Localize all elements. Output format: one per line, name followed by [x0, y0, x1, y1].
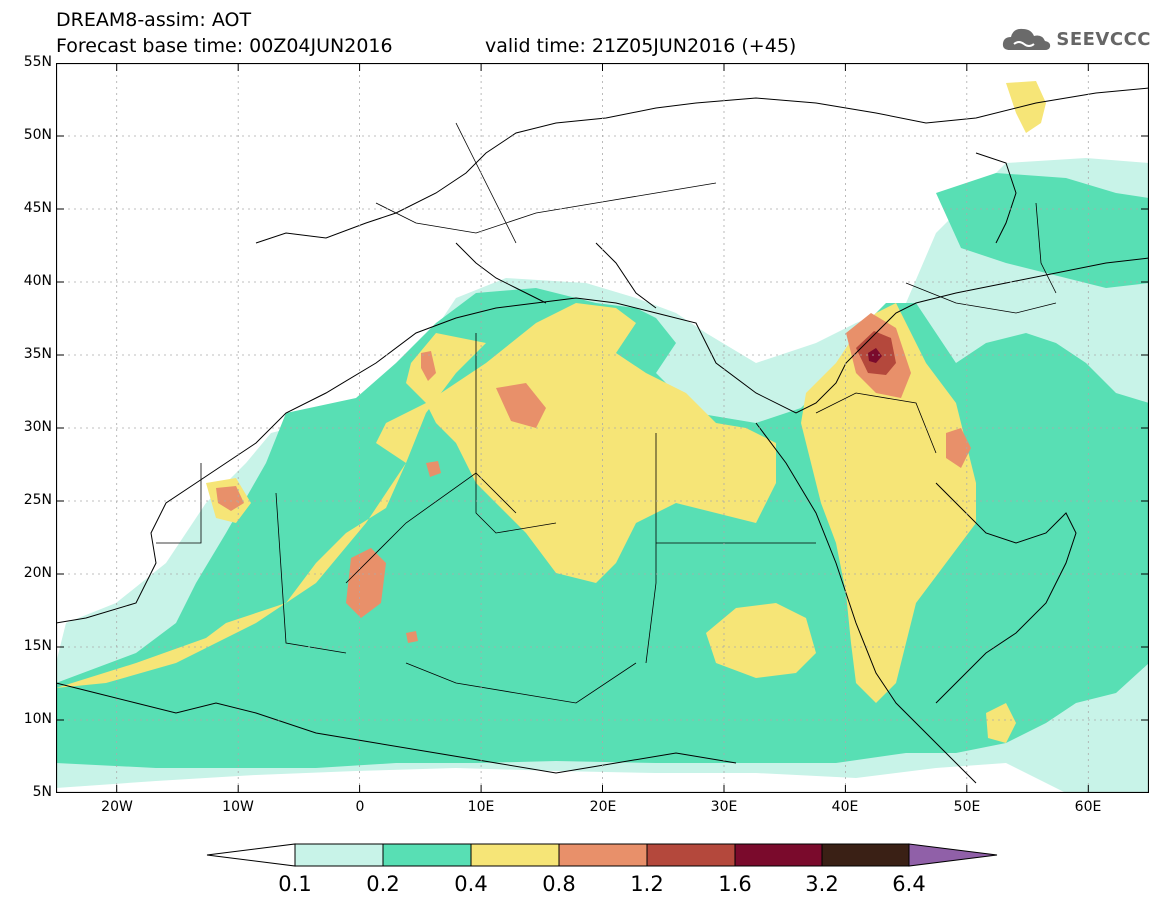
lat-label: 45N: [23, 200, 52, 216]
lon-label: 40E: [831, 799, 859, 815]
lat-label: 40N: [23, 273, 52, 289]
map-ticks: [56, 63, 1149, 793]
lon-label: 10E: [467, 799, 495, 815]
colorbar-swatch: [382, 843, 472, 867]
country-borders: [156, 122, 1057, 704]
colorbar-label: 0.2: [366, 872, 400, 896]
colorbar-swatch: [734, 843, 823, 867]
lat-label: 20N: [23, 565, 52, 581]
lon-label: 20W: [101, 799, 133, 815]
aot-band-0-8: [216, 313, 971, 643]
colorbar-high-arrow: [908, 843, 998, 867]
forecast-base-time: Forecast base time: 00Z04JUN2016: [56, 35, 393, 57]
lat-label: 50N: [23, 127, 52, 143]
lat-label: 5N: [32, 784, 52, 800]
map-gridlines: [56, 63, 1149, 793]
colorbar-swatch: [470, 843, 560, 867]
seevccc-logo: SEEVCCC: [1002, 24, 1151, 54]
lat-label: 55N: [23, 54, 52, 70]
colorbar-label: 6.4: [892, 872, 926, 896]
colorbar-low-arrow: [206, 843, 296, 867]
colorbar-swatch: [821, 843, 910, 867]
colorbar: [206, 843, 998, 867]
lon-label: 10W: [222, 799, 254, 815]
colorbar-label: 0.1: [278, 872, 312, 896]
valid-time: valid time: 21Z05JUN2016 (+45): [485, 35, 797, 57]
aot-map: [56, 63, 1149, 793]
lon-label: 20E: [589, 799, 617, 815]
aot-band-1-6: [868, 348, 882, 363]
colorbar-label: 3.2: [805, 872, 839, 896]
lat-label: 30N: [23, 419, 52, 435]
map-title: DREAM8-assim: AOT: [56, 9, 252, 31]
lon-label: 60E: [1074, 799, 1102, 815]
colorbar-label: 1.6: [718, 872, 752, 896]
lat-label: 25N: [23, 492, 52, 508]
lon-label: 50E: [953, 799, 981, 815]
colorbar-label: 1.2: [630, 872, 664, 896]
map-frame: [56, 63, 1149, 793]
colorbar-label: 0.8: [542, 872, 576, 896]
colorbar-label: 0.4: [454, 872, 488, 896]
logo-text: SEEVCCC: [1056, 28, 1151, 50]
colorbar-swatch: [558, 843, 648, 867]
colorbar-swatch: [646, 843, 736, 867]
aot-band-0-4: [56, 81, 1046, 743]
lat-label: 35N: [23, 346, 52, 362]
lat-label: 15N: [23, 638, 52, 654]
cloud-logo-icon: [1003, 28, 1051, 50]
lon-label: 30E: [710, 799, 738, 815]
coastlines: [56, 87, 1149, 784]
colorbar-swatch: [294, 843, 384, 867]
lon-label: 0: [355, 799, 365, 815]
lat-label: 10N: [23, 711, 52, 727]
